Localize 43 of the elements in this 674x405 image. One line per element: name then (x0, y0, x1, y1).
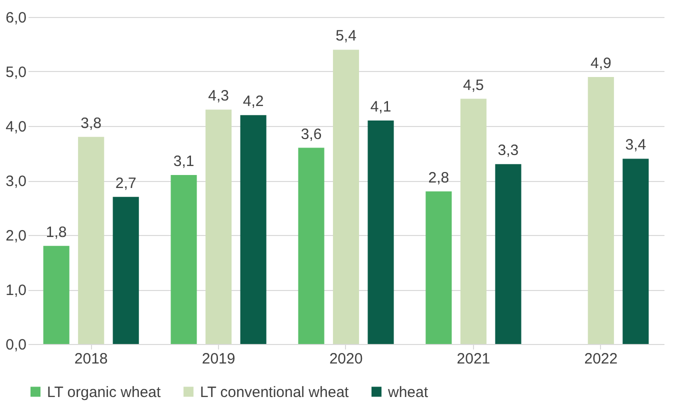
data-label: 2,8 (428, 169, 450, 186)
bar (170, 175, 197, 344)
bar (460, 98, 486, 344)
y-tick-label: 5,0 (6, 64, 26, 81)
y-tick-label: 0,0 (6, 336, 26, 354)
data-label: 4,3 (208, 88, 229, 105)
bar (43, 246, 70, 344)
bar (240, 115, 266, 344)
data-label: 3,3 (498, 142, 519, 160)
bar (206, 110, 232, 344)
bar (78, 136, 104, 344)
legend-label: wheat (387, 384, 429, 401)
bar (298, 148, 324, 344)
y-tick-label: 4,0 (6, 118, 26, 136)
x-tick-label: 2021 (456, 350, 490, 368)
bar (112, 196, 139, 344)
data-label: 3,8 (80, 114, 102, 132)
data-label: 2,7 (115, 174, 136, 192)
x-tick-label: 2020 (329, 350, 363, 368)
y-tick-label: 1,0 (6, 282, 26, 299)
bar (368, 120, 394, 344)
bar (495, 164, 522, 344)
data-label: 4,2 (242, 93, 264, 110)
bar (588, 76, 614, 344)
x-tick-label: 2018 (74, 350, 108, 368)
y-tick-label: 2,0 (6, 228, 26, 244)
x-tick-label: 2019 (202, 350, 236, 368)
legend-label: LT organic wheat (47, 384, 162, 401)
data-label: 4,1 (370, 98, 392, 116)
bar (622, 158, 649, 344)
data-label: 3,6 (300, 126, 322, 143)
data-label: 3,4 (625, 136, 646, 154)
bar (426, 191, 452, 344)
data-label: 4,5 (463, 76, 484, 94)
data-label: 5,4 (336, 28, 356, 45)
data-label: 4,9 (590, 54, 612, 72)
y-tick-label: 3,0 (6, 173, 26, 190)
y-tick-label: 6,0 (6, 10, 26, 26)
legend-label: LT conventional wheat (200, 384, 350, 401)
bar (332, 50, 360, 344)
x-tick-label: 2022 (584, 350, 618, 368)
data-label: 3,1 (173, 153, 194, 170)
data-label: 1,8 (46, 224, 67, 241)
